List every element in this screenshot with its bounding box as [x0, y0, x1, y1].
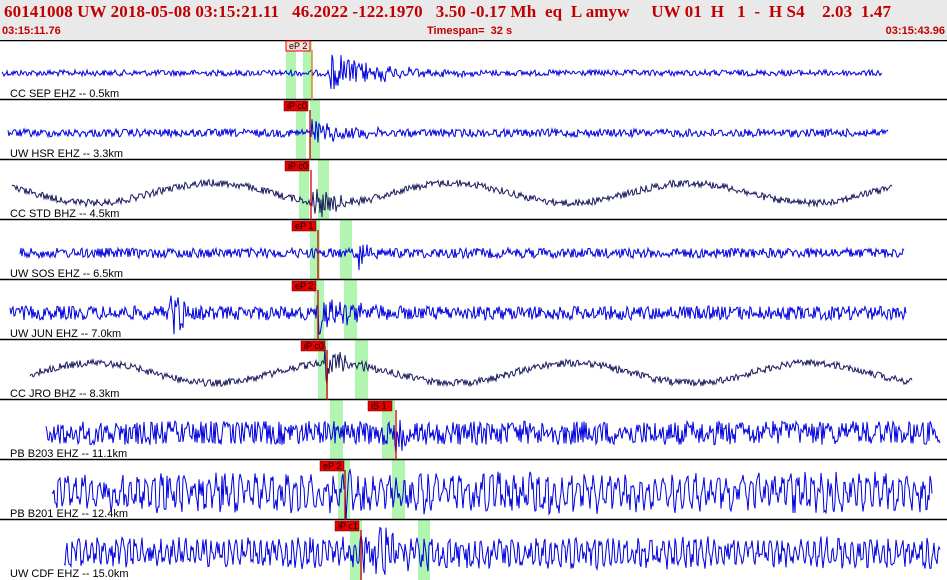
- channel-label: PB B201 EHZ -- 12.4km: [10, 508, 128, 520]
- waveform-trace[interactable]: [9, 295, 907, 335]
- phase-pick-label: iP c1: [338, 521, 358, 531]
- start-time: 03:15:11.76: [2, 25, 61, 37]
- phase-window-band: [318, 160, 329, 220]
- phase-pick-flag[interactable]: [367, 400, 393, 412]
- phase-window-band: [382, 400, 395, 460]
- end-time: 03:15:43.96: [885, 25, 945, 37]
- phase-window-band: [296, 100, 306, 160]
- seismogram-panels[interactable]: eP 2 iP c0 iP c0 eP 1 eP 2 iP c0 iS 1 eP 2 iP c1…: [0, 40, 947, 580]
- channel-label: CC JRO BHZ -- 8.3km: [10, 388, 119, 400]
- phase-window-band: [392, 460, 405, 520]
- phase-pick-label: eP 2: [295, 281, 313, 291]
- phase-window-band: [299, 160, 309, 220]
- waveform-trace[interactable]: [45, 419, 941, 454]
- phase-pick-label: iP c0: [287, 101, 307, 111]
- channel-label: UW JUN EHZ -- 7.0km: [10, 328, 121, 340]
- waveform-trace[interactable]: [11, 178, 893, 218]
- phase-window-band: [318, 340, 328, 400]
- phase-pick-label: eP 2: [289, 41, 307, 51]
- channel-label: PB B203 EHZ -- 11.1km: [10, 448, 127, 460]
- channel-label: UW SOS EHZ -- 6.5km: [10, 268, 123, 280]
- phase-pick-label: eP 1: [295, 221, 313, 231]
- event-header: 60141008 UW 2018-05-08 03:15:21.11 46.20…: [0, 0, 947, 40]
- phase-pick-flag[interactable]: [285, 40, 311, 52]
- waveform-trace[interactable]: [1, 54, 883, 90]
- channel-label: UW HSR EHZ -- 3.3km: [10, 148, 123, 160]
- phase-pick-label: iP c0: [288, 161, 308, 171]
- phase-pick-flag[interactable]: [319, 460, 345, 472]
- phase-pick-flag[interactable]: [291, 220, 317, 232]
- phase-pick-flag[interactable]: [291, 280, 317, 292]
- phase-window-band: [314, 280, 324, 340]
- phase-pick-flag[interactable]: [283, 100, 309, 112]
- waveform-trace[interactable]: [19, 244, 905, 271]
- phase-window-band: [310, 100, 320, 160]
- phase-pick-label: eP 2: [323, 461, 341, 471]
- channel-label: CC STD BHZ -- 4.5km: [10, 208, 119, 220]
- timespan: Timespan= 32 s: [427, 25, 513, 37]
- channel-label: CC SEP EHZ -- 0.5km: [10, 88, 119, 100]
- waveform-trace[interactable]: [7, 119, 889, 143]
- event-summary-line: 60141008 UW 2018-05-08 03:15:21.11 46.20…: [4, 2, 892, 21]
- phase-pick-flag[interactable]: [284, 160, 310, 172]
- phase-pick-flag[interactable]: [300, 340, 326, 352]
- phase-window-band: [303, 40, 312, 100]
- phase-pick-label: iP c0: [304, 341, 324, 351]
- waveform-trace[interactable]: [63, 526, 941, 575]
- waveform-trace[interactable]: [29, 345, 913, 388]
- channel-label: UW CDF EHZ -- 15.0km: [10, 568, 129, 580]
- phase-pick-label: iS 1: [371, 401, 387, 411]
- waveform-trace[interactable]: [51, 468, 933, 521]
- phase-window-band: [355, 340, 368, 400]
- phase-window-band: [330, 400, 343, 460]
- phase-pick-flag[interactable]: [334, 520, 360, 532]
